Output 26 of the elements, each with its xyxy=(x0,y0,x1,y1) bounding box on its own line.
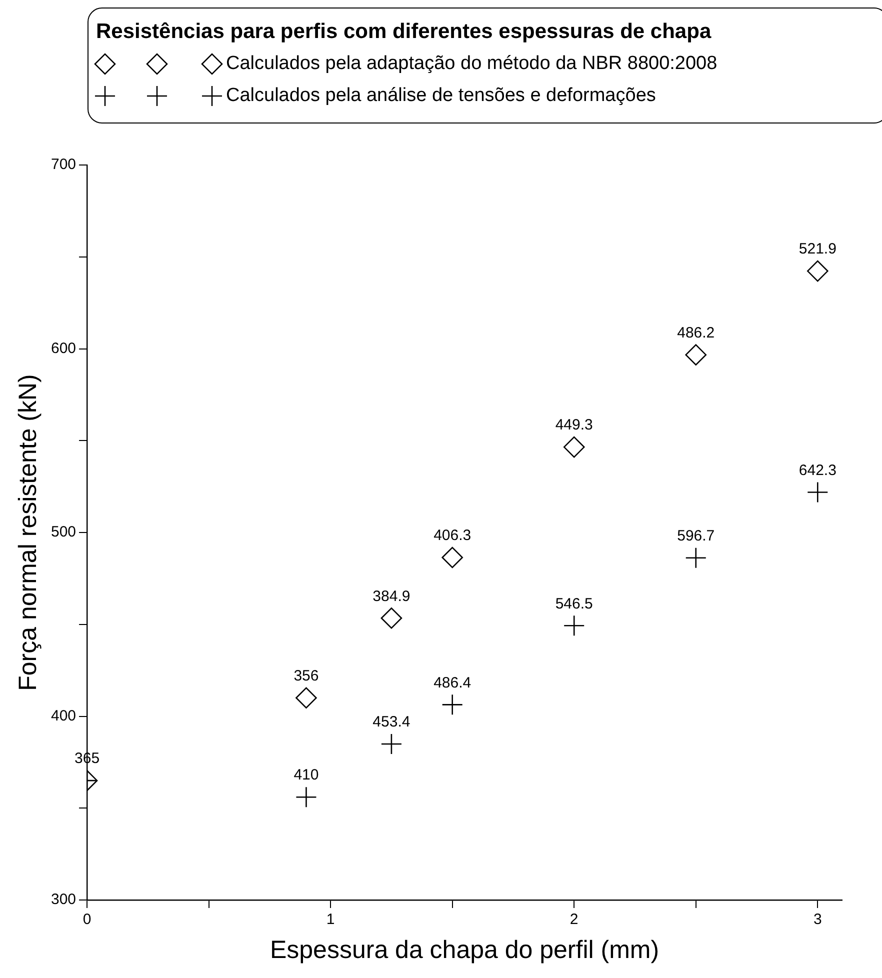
y-tick-label: 700 xyxy=(50,156,76,174)
annotation: 406.3 xyxy=(434,527,472,544)
legend-label: Calculados pela análise de tensões e deformações xyxy=(226,85,656,106)
annotation: 356 xyxy=(294,668,319,685)
x-tick-label: 1 xyxy=(326,911,335,928)
annotation: 546.5 xyxy=(555,595,593,612)
annotation: 453.4 xyxy=(372,714,410,731)
legend-label: Calculados pela adaptação do método da NBR 8800:2008 xyxy=(226,53,718,74)
annotation: 410 xyxy=(294,766,319,784)
annotation: 642.3 xyxy=(798,462,836,479)
y-tick-label: 400 xyxy=(50,707,76,724)
annotation: 449.3 xyxy=(555,416,593,434)
annotation: 596.7 xyxy=(677,528,715,544)
x-axis-title: Espessura da chapa do perfil (mm) xyxy=(270,936,660,964)
annotation: 486.2 xyxy=(677,324,715,342)
annotation: 384.9 xyxy=(372,588,410,605)
legend-title: Resistências para perfis com diferentes espessuras de chapa xyxy=(96,20,712,43)
y-axis-title: Força normal resistente (kN) xyxy=(14,374,42,691)
y-tick-label: 500 xyxy=(50,524,76,541)
y-tick-label: 300 xyxy=(50,891,76,908)
annotation: 521.9 xyxy=(798,240,836,258)
x-tick-label: 2 xyxy=(570,911,578,928)
x-tick-label: 0 xyxy=(82,911,92,928)
y-tick-label: 600 xyxy=(50,340,76,357)
annotation: 486.4 xyxy=(434,674,472,692)
x-tick-label: 3 xyxy=(813,911,822,928)
